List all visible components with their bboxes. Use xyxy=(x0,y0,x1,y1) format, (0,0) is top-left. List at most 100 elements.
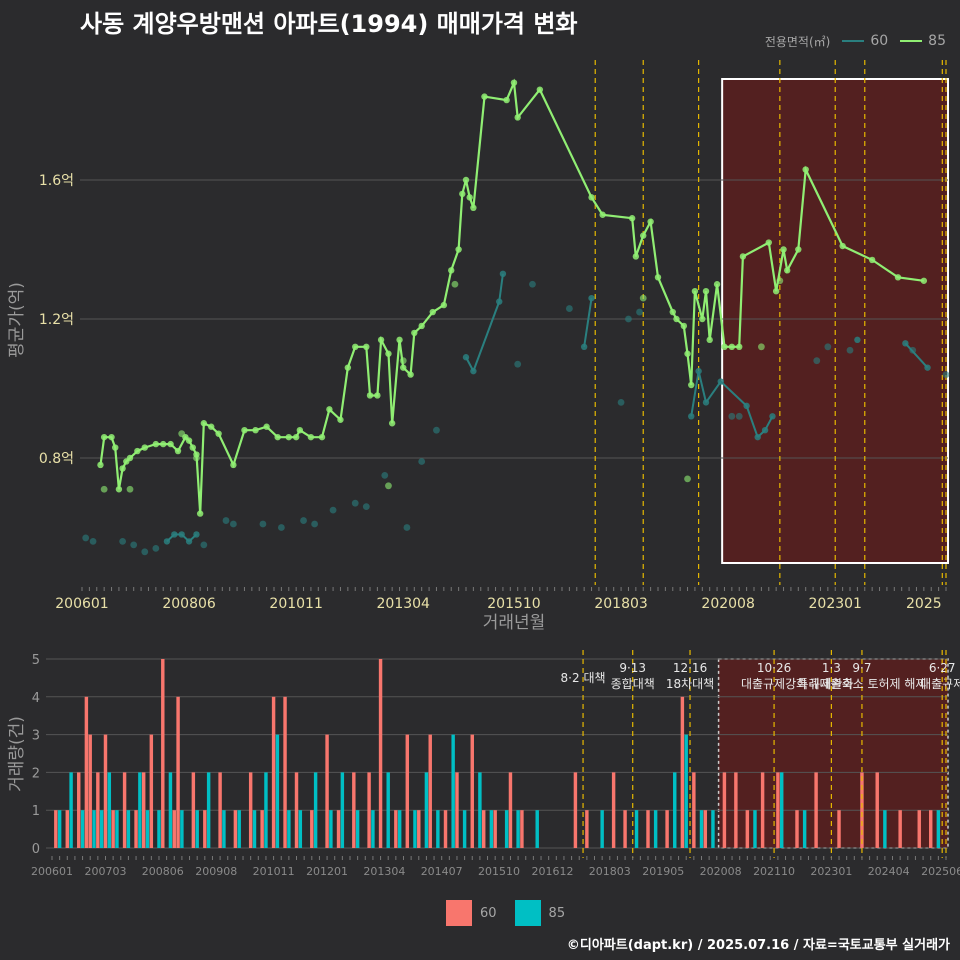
series-60-outlier-point xyxy=(130,541,138,549)
series-85-point xyxy=(481,93,488,100)
volume-bar-60 xyxy=(96,772,100,848)
series-85-point xyxy=(680,322,688,330)
volume-bar-85 xyxy=(340,772,345,848)
series-85-point xyxy=(599,211,606,218)
volume-bar-85 xyxy=(180,810,184,848)
series-85-point xyxy=(274,433,281,441)
series-85-outlier-point xyxy=(451,280,459,288)
series-85-point xyxy=(470,204,477,211)
series-85-point xyxy=(119,465,126,472)
volume-bar-60 xyxy=(111,810,115,848)
legend-swatch-85 xyxy=(514,900,541,926)
volume-bar-85 xyxy=(298,810,303,848)
volume-bar-60 xyxy=(722,772,727,848)
series-60-point xyxy=(588,294,595,302)
volume-x-tick-label: 201304 xyxy=(363,865,405,878)
series-60-outlier-point xyxy=(565,305,573,312)
volume-bar-60 xyxy=(814,772,818,848)
series-60-segment xyxy=(705,380,722,403)
volume-bar-60 xyxy=(218,772,222,848)
volume-bar-85 xyxy=(92,810,96,848)
volume-bar-85 xyxy=(313,772,318,848)
policy-label: 6·27 대출규제 xyxy=(920,661,960,691)
series-60-point xyxy=(702,399,710,406)
series-85-point xyxy=(647,218,654,225)
series-60-outlier-point xyxy=(735,412,743,420)
series-85-point xyxy=(363,343,370,350)
volume-legend: 60 85 xyxy=(446,900,575,926)
volume-bar-60 xyxy=(325,734,329,848)
volume-x-tick-label: 201612 xyxy=(531,865,573,878)
volume-bar-85 xyxy=(157,810,161,848)
volume-bar-60 xyxy=(928,810,933,848)
volume-bar-85 xyxy=(684,734,688,848)
series-60-outlier-point xyxy=(617,399,625,406)
volume-bar-60 xyxy=(837,810,841,848)
footer-credit: ©디아파트(dapt.kr) / 2025.07.16 / 자료=국토교통부 실… xyxy=(566,938,950,953)
volume-y-tick-label: 4 xyxy=(32,691,40,706)
series-60-outlier-point xyxy=(277,524,285,531)
series-60-point xyxy=(185,538,193,545)
volume-bar-85 xyxy=(99,810,104,848)
volume-x-tick-label: 202506 xyxy=(921,865,960,878)
volume-bar-60 xyxy=(310,810,314,848)
volume-x-tick-label: 201510 xyxy=(478,865,520,878)
price-y-axis-title: 평균가(억) xyxy=(7,282,27,358)
volume-bar-60 xyxy=(611,772,616,848)
series-60-point xyxy=(754,433,761,441)
series-85-point xyxy=(115,486,123,493)
volume-y-tick-label: 2 xyxy=(32,766,40,781)
series-85-outlier-point xyxy=(684,475,691,483)
volume-x-tick-label: 201803 xyxy=(589,865,631,878)
volume-highlight-region xyxy=(717,658,949,849)
volume-bar-60 xyxy=(455,772,459,848)
volume-bar-85 xyxy=(673,772,677,848)
volume-bar-85 xyxy=(145,810,150,848)
volume-bar-60 xyxy=(428,734,432,848)
volume-bar-60 xyxy=(203,810,207,848)
series-85-point xyxy=(374,392,381,399)
series-60-point xyxy=(499,270,507,278)
volume-bar-60 xyxy=(443,810,448,848)
volume-bar-85 xyxy=(516,810,520,848)
series-85-point xyxy=(230,461,237,469)
volume-bar-85 xyxy=(57,810,62,848)
series-85-point xyxy=(462,176,470,184)
volume-bar-85 xyxy=(478,772,482,848)
series-60-segment xyxy=(472,301,501,372)
volume-bar-85 xyxy=(413,810,417,848)
series-85-point xyxy=(285,433,292,441)
volume-bar-85 xyxy=(206,772,211,848)
volume-bar-60 xyxy=(248,772,253,848)
volume-bar-60 xyxy=(336,810,341,848)
volume-y-axis-title: 거래량(건) xyxy=(7,716,27,792)
series-85-point xyxy=(455,246,462,253)
volume-bar-85 xyxy=(535,810,539,848)
series-60-outlier-point xyxy=(433,426,440,434)
series-60-outlier-point xyxy=(152,544,160,552)
volume-bar-60 xyxy=(795,810,799,848)
series-85-point xyxy=(396,336,403,344)
series-85-point xyxy=(385,350,392,357)
series-60-point xyxy=(496,298,503,305)
series-60-outlier-point xyxy=(311,520,319,528)
volume-bar-60 xyxy=(470,734,474,848)
series-85-point xyxy=(920,277,928,284)
price-x-tick-label: 2025 xyxy=(906,596,942,612)
volume-bar-85 xyxy=(237,810,241,848)
series-60-point xyxy=(171,531,178,538)
volume-bar-60 xyxy=(271,696,276,848)
series-85-outlier-point xyxy=(399,357,407,365)
volume-bar-85 xyxy=(397,810,402,848)
series-85-point xyxy=(688,381,695,389)
volume-bar-60 xyxy=(860,772,864,848)
series-85-point xyxy=(377,336,385,344)
series-60-point xyxy=(580,343,588,350)
series-60-point xyxy=(178,531,185,538)
volume-x-tick-label: 201407 xyxy=(421,865,463,878)
volume-x-tick-label: 202110 xyxy=(753,865,795,878)
volume-bar-60 xyxy=(283,696,287,848)
series-60-outlier-point xyxy=(813,357,821,365)
volume-bar-60 xyxy=(623,810,627,848)
